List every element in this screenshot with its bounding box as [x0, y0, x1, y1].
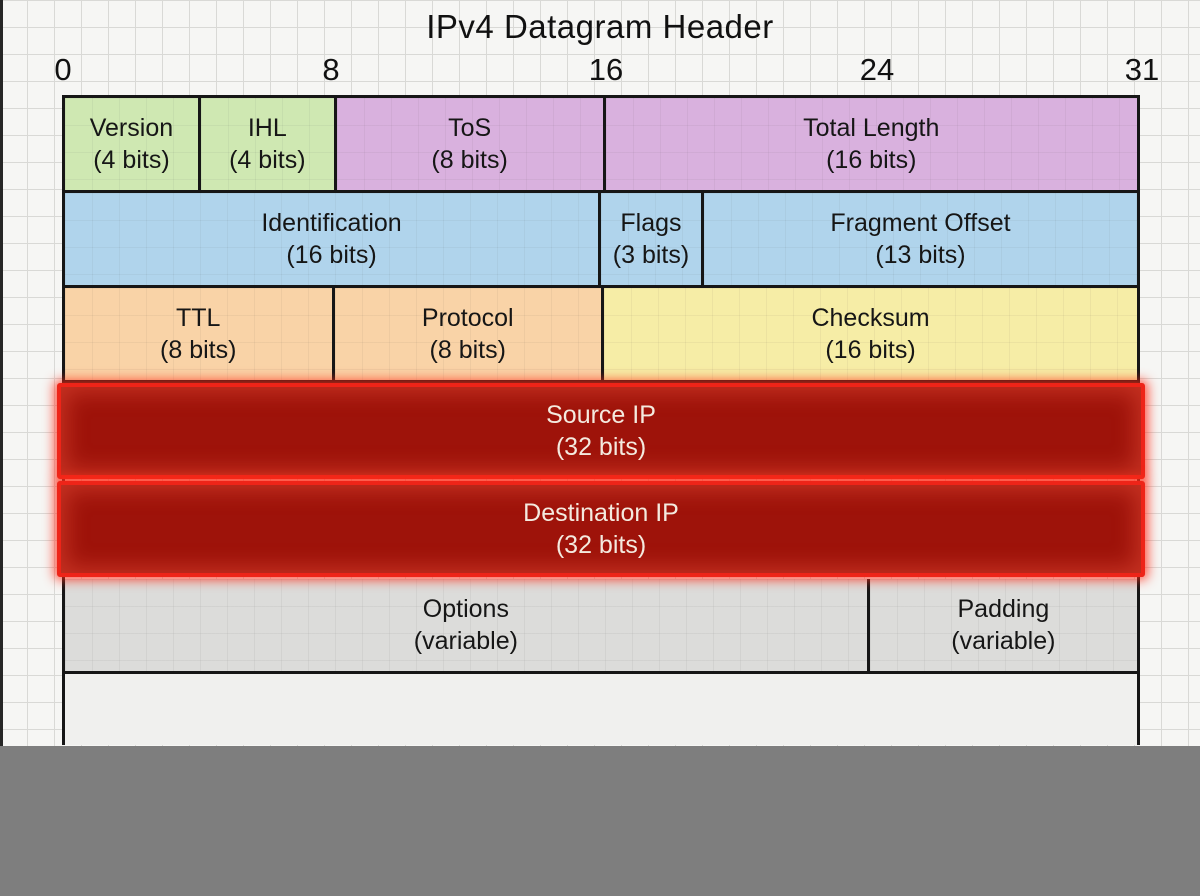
field-total-length: Total Length (16 bits) [602, 98, 1137, 190]
field-label: Flags [620, 209, 682, 237]
field-label: Total Length [803, 114, 940, 142]
header-row-2: Identification (16 bits) Flags (3 bits) … [65, 193, 1137, 288]
bit-label-0: 0 [54, 52, 72, 87]
field-label: Padding [957, 595, 1050, 623]
field-bits: (4 bits) [93, 146, 170, 174]
field-bits: (32 bits) [555, 433, 647, 461]
field-bits: (13 bits) [875, 241, 966, 269]
field-label: Destination IP [523, 499, 679, 527]
bit-ruler: 0 8 16 24 31 [0, 52, 1200, 88]
field-ttl: TTL (8 bits) [65, 288, 332, 380]
field-flags: Flags (3 bits) [598, 193, 701, 285]
bit-label-31: 31 [1124, 52, 1160, 87]
bit-label-24: 24 [859, 52, 895, 87]
field-source-ip-highlighted: Source IP (32 bits) [57, 383, 1145, 479]
field-bits: (variable) [951, 627, 1056, 655]
field-fragment-offset: Fragment Offset (13 bits) [700, 193, 1137, 285]
field-destination-ip-highlighted: Destination IP (32 bits) [57, 481, 1145, 577]
field-protocol: Protocol (8 bits) [331, 288, 601, 380]
field-bits: (8 bits) [429, 336, 506, 364]
field-bits: (variable) [413, 627, 518, 655]
bottom-gray-band [0, 746, 1200, 896]
ipv4-header-table: Version (4 bits) IHL (4 bits) ToS (8 bit… [57, 95, 1145, 745]
field-label: TTL [176, 304, 221, 332]
data-area-row [65, 674, 1137, 745]
field-bits: (16 bits) [825, 336, 916, 364]
field-label: Options [422, 595, 509, 623]
diagram-title: IPv4 Datagram Header [426, 8, 774, 45]
field-bits: (16 bits) [826, 146, 917, 174]
field-checksum: Checksum (16 bits) [601, 288, 1137, 380]
field-bits: (8 bits) [160, 336, 237, 364]
field-label: IHL [247, 114, 287, 142]
bit-label-8: 8 [322, 52, 340, 87]
field-label: Source IP [546, 401, 656, 429]
field-label: Protocol [421, 304, 514, 332]
field-tos: ToS (8 bits) [333, 98, 603, 190]
field-destination-ip: Destination IP (32 bits) [61, 485, 1141, 573]
field-bits: (8 bits) [431, 146, 508, 174]
field-label: Checksum [811, 304, 930, 332]
field-source-ip: Source IP (32 bits) [61, 387, 1141, 475]
field-label: Version [89, 114, 174, 142]
left-edge-line [0, 0, 3, 746]
field-ihl: IHL (4 bits) [197, 98, 334, 190]
field-label: Fragment Offset [830, 209, 1011, 237]
header-row-6: Options (variable) Padding (variable) [65, 579, 1137, 674]
field-version: Version (4 bits) [65, 98, 198, 190]
field-bits: (4 bits) [229, 146, 306, 174]
bit-label-16: 16 [588, 52, 624, 87]
header-row-1: Version (4 bits) IHL (4 bits) ToS (8 bit… [65, 98, 1137, 193]
field-label: Identification [261, 209, 402, 237]
field-identification: Identification (16 bits) [65, 193, 598, 285]
field-bits: (32 bits) [555, 531, 647, 559]
field-bits: (3 bits) [612, 241, 690, 269]
field-options: Options (variable) [65, 579, 867, 671]
field-bits: (16 bits) [286, 241, 377, 269]
field-padding: Padding (variable) [866, 579, 1137, 671]
field-label: ToS [448, 114, 492, 142]
header-row-3: TTL (8 bits) Protocol (8 bits) Checksum … [65, 288, 1137, 383]
